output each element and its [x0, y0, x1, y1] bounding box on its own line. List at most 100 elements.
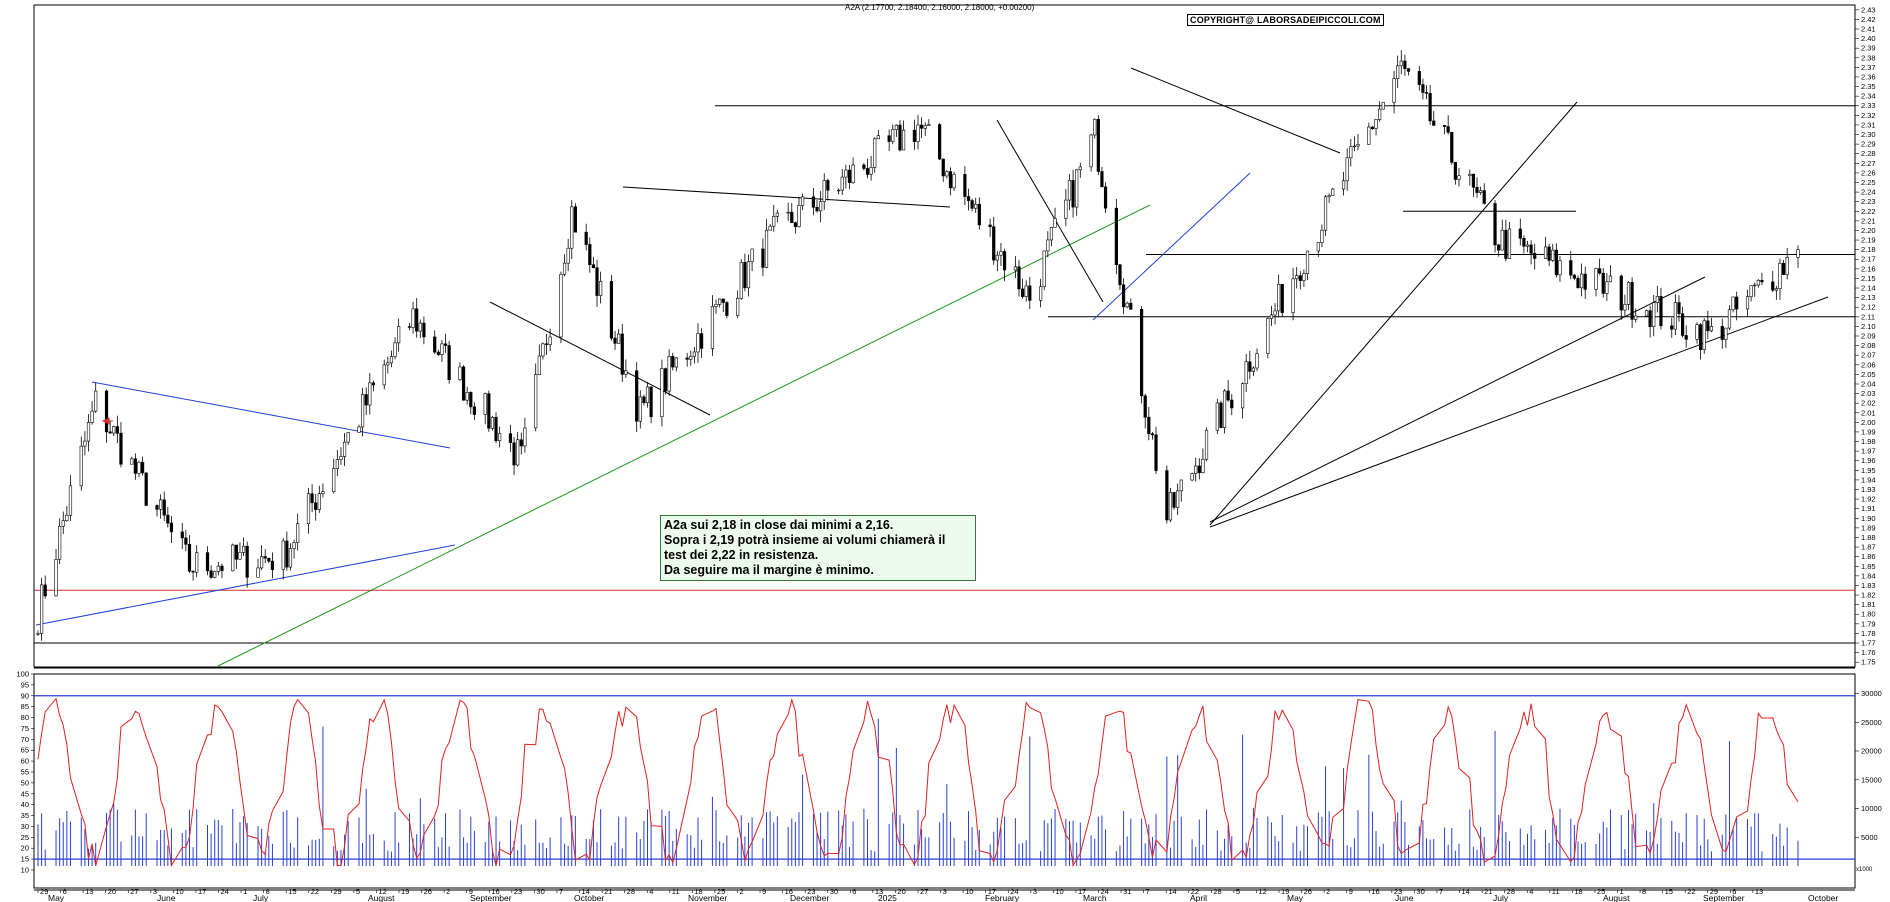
candle-body — [440, 343, 444, 355]
price-tick-label: 1.95 — [1861, 466, 1876, 475]
candle-body — [1493, 203, 1497, 246]
candle-body — [260, 556, 264, 569]
candle-body — [1255, 353, 1259, 369]
candle-body — [790, 211, 794, 224]
candle — [635, 362, 639, 433]
day-tick-label: 13 — [875, 887, 883, 896]
candle-body — [483, 393, 487, 415]
price-y-axis: 1.751.761.771.781.791.801.811.821.831.84… — [1855, 5, 1876, 667]
month-label: September — [470, 893, 512, 902]
candle-body — [1644, 310, 1649, 317]
candle-body — [869, 167, 873, 175]
candle — [58, 518, 62, 565]
candle — [1468, 169, 1472, 186]
candle-body — [65, 514, 69, 521]
month-label: October — [574, 893, 604, 902]
candle-body — [220, 565, 224, 572]
candle-body — [638, 396, 642, 422]
candle-body — [786, 211, 790, 214]
candle-body — [1709, 326, 1714, 332]
candle — [584, 223, 588, 251]
candle-body — [1554, 249, 1558, 276]
day-tick-label: 29 — [333, 887, 341, 896]
candle-body — [1240, 383, 1245, 409]
candle-body — [393, 342, 397, 357]
rising-support-line — [1092, 172, 1251, 321]
day-tick-label: 15 — [1665, 887, 1673, 896]
candle — [689, 350, 693, 366]
candle — [793, 221, 797, 234]
day-tick-label: 6 — [852, 887, 856, 896]
candle-body — [68, 485, 73, 516]
volume-tick-label: 20000 — [1861, 747, 1882, 756]
day-tick-label: 24 — [1101, 887, 1109, 896]
candle — [786, 202, 790, 222]
candle-body — [1219, 402, 1223, 428]
candle-body — [1594, 268, 1598, 290]
candle-body — [1172, 492, 1176, 508]
price-tick-label: 1.78 — [1861, 629, 1876, 638]
candle-body — [1075, 169, 1079, 208]
candle-body — [1179, 479, 1183, 492]
candle — [469, 391, 473, 415]
candle-body — [1024, 285, 1028, 297]
candle-body — [436, 351, 440, 355]
candle — [851, 157, 855, 184]
day-tick-label: 18 — [694, 887, 702, 896]
candle-body — [739, 262, 743, 299]
day-tick-label: 25 — [1597, 887, 1605, 896]
candle — [1533, 243, 1537, 270]
candle — [1677, 295, 1681, 322]
candle — [1580, 263, 1584, 297]
annotation-line-2: Sopra i 2,19 potrà insieme ai volumi chi… — [664, 533, 946, 547]
candle — [191, 570, 195, 581]
candle-body — [876, 135, 880, 140]
candle — [768, 224, 772, 231]
candle — [1507, 222, 1512, 259]
indicator-panel-frame — [33, 673, 1856, 889]
day-tick-label: 3 — [153, 887, 157, 896]
candle-body — [1778, 262, 1782, 289]
candle — [321, 483, 325, 498]
candle — [1197, 458, 1201, 480]
candle-body — [617, 333, 621, 344]
candle — [746, 254, 751, 297]
candle-body — [775, 212, 779, 217]
day-tick-label: 8 — [266, 887, 270, 896]
day-tick-label: 3 — [1033, 887, 1037, 896]
candle — [1756, 279, 1760, 288]
day-tick-label: 1 — [1619, 887, 1623, 896]
candle-body — [584, 231, 588, 245]
candle-body — [1684, 335, 1688, 340]
candle-body — [1673, 302, 1677, 330]
candle-body — [1129, 302, 1133, 310]
candle — [508, 424, 513, 452]
candle-body — [1543, 246, 1548, 259]
day-tick-label: 7 — [1146, 887, 1150, 896]
candle — [1457, 167, 1461, 187]
candle-body — [1626, 282, 1631, 305]
candle-body — [1323, 196, 1328, 231]
candle-body — [667, 356, 671, 392]
candle — [1630, 277, 1634, 328]
downtrend-line-2 — [996, 119, 1104, 303]
candle — [1403, 54, 1407, 76]
candle-body — [819, 201, 823, 212]
price-tick-label: 2.19 — [1861, 236, 1876, 245]
candle — [1644, 309, 1649, 318]
candle — [180, 523, 184, 549]
candle — [1028, 277, 1032, 309]
oscillator-line — [37, 697, 1799, 868]
day-tick-label: 17 — [198, 887, 206, 896]
candle — [1558, 255, 1562, 282]
candle — [764, 219, 769, 269]
candle-body — [108, 431, 112, 434]
candle — [494, 412, 498, 444]
osc-tick-label: 25 — [21, 833, 29, 842]
candle — [1143, 393, 1147, 429]
day-tick-label: 30 — [1416, 887, 1424, 896]
day-tick-label: 22 — [1191, 887, 1199, 896]
candle-body — [815, 207, 819, 212]
candle-body — [1165, 470, 1169, 521]
candle — [797, 196, 801, 228]
